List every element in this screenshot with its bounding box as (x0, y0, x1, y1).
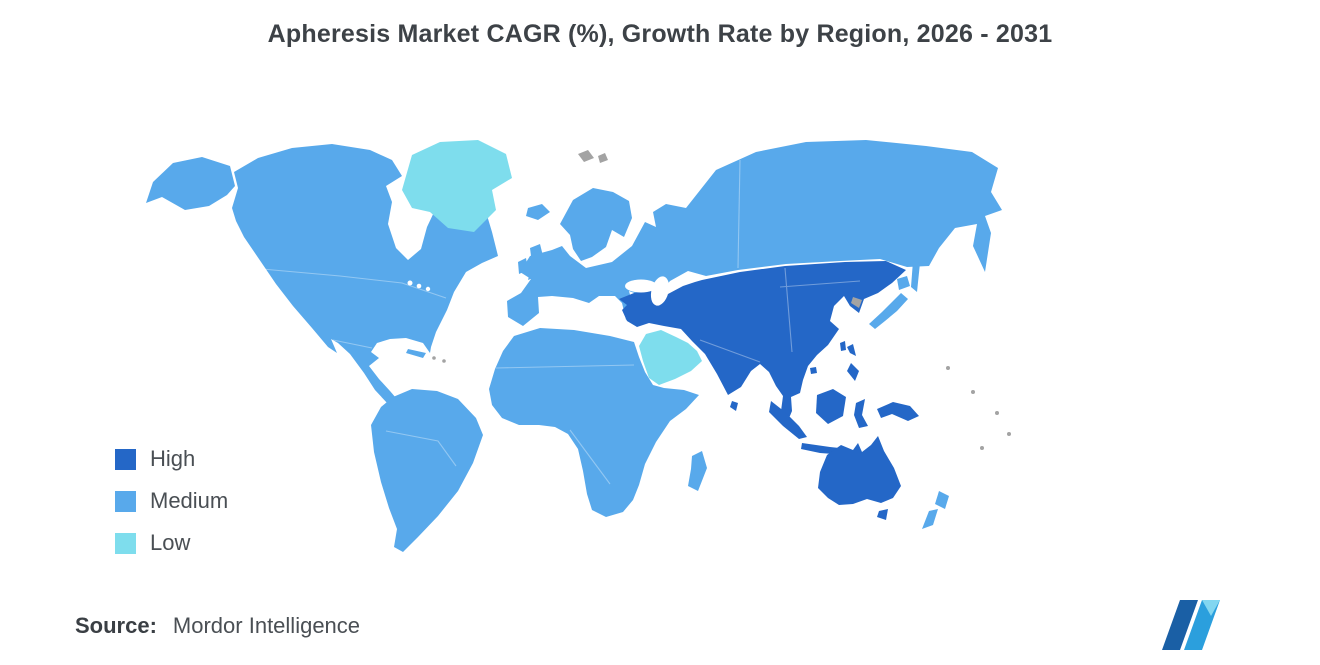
region-sakhalin (911, 261, 920, 292)
legend-swatch-high (115, 448, 136, 470)
country-borders (261, 159, 861, 485)
source-label: Source: (75, 613, 157, 638)
legend-swatch-medium-icon (115, 490, 136, 512)
island-pacific-5 (980, 446, 984, 450)
border-sahara (495, 364, 635, 369)
region-japan-hokkaido (897, 276, 910, 290)
low-regions (402, 140, 702, 385)
medium-regions (146, 140, 1002, 552)
excluded-regions (432, 150, 1011, 450)
border-us-mexico (332, 339, 373, 349)
island-pacific-2 (971, 390, 975, 394)
region-africa (489, 328, 699, 517)
world-map-container (140, 100, 1020, 570)
mordor-logo (1162, 600, 1220, 650)
legend: High Medium Low (115, 446, 228, 556)
region-greenland (402, 140, 512, 232)
island-pacific-1 (946, 366, 950, 370)
source-line: Source: Mordor Intelligence (75, 613, 360, 639)
border-africa-south (569, 429, 611, 485)
region-europe-russia (507, 140, 1002, 326)
region-scandinavia (560, 188, 632, 261)
region-korea-gray (851, 297, 862, 308)
region-sri-lanka (730, 401, 738, 411)
region-new-guinea (877, 402, 919, 421)
border-ural (737, 159, 741, 269)
legend-label-medium: Medium (150, 488, 229, 513)
inland-seas (407, 276, 670, 306)
region-japan-honshu (869, 293, 908, 329)
region-australia (818, 436, 901, 505)
legend-label-high: High (150, 446, 196, 471)
legend-swatch-medium (115, 490, 136, 512)
region-iceland (526, 204, 550, 220)
region-sulawesi (854, 399, 868, 428)
border-india-north (699, 339, 761, 363)
page-title: Apheresis Market CAGR (%), Growth Rate b… (267, 20, 1053, 48)
legend-swatch-low-icon (115, 532, 136, 554)
legend-item-low: Low (115, 530, 228, 556)
border-mongolia (779, 280, 861, 288)
world-map (146, 140, 1011, 552)
region-north-america (232, 144, 498, 404)
region-sumatra (769, 401, 807, 439)
legend-label-low: Low (150, 530, 191, 555)
legend-item-high: High (115, 446, 228, 472)
border-china-west (784, 267, 793, 353)
great-lake-1 (407, 280, 413, 286)
island-caribbean-2 (442, 359, 446, 363)
legend-swatch-low (115, 532, 136, 554)
region-svalbard-2 (598, 153, 608, 163)
region-alaska (146, 157, 235, 210)
region-new-zealand-north (935, 491, 949, 509)
region-hainan (810, 367, 817, 374)
region-arabian-peninsula (639, 330, 702, 385)
region-cuba (406, 349, 426, 358)
region-philippines-south (847, 363, 859, 381)
region-taiwan (840, 341, 846, 351)
high-regions (619, 261, 919, 520)
region-tasmania (877, 509, 888, 520)
legend-swatch-high-icon (115, 448, 136, 470)
region-asia-mainland (619, 261, 906, 423)
great-lake-2 (416, 283, 422, 289)
source-value: Mordor Intelligence (172, 613, 361, 638)
border-brazil (385, 430, 457, 467)
island-pacific-4 (1007, 432, 1011, 436)
great-lake-3 (425, 286, 431, 292)
region-philippines-north (847, 344, 856, 356)
region-new-zealand-south (922, 509, 938, 529)
legend-item-medium: Medium (115, 488, 228, 514)
region-borneo (816, 389, 846, 424)
region-madagascar (688, 451, 707, 491)
logo-shape-accent (1202, 600, 1220, 616)
island-pacific-3 (995, 411, 999, 415)
black-sea (625, 279, 657, 293)
region-south-america (371, 389, 483, 552)
logo-shape-left (1162, 600, 1198, 650)
region-svalbard-1 (578, 150, 594, 162)
island-caribbean-1 (432, 356, 436, 360)
border-us-canada (261, 268, 447, 299)
